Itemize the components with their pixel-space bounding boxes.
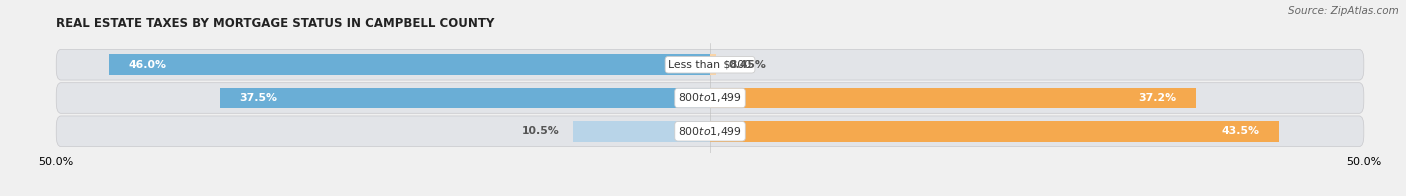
Text: $800 to $1,499: $800 to $1,499	[678, 92, 742, 104]
Bar	[572, 121, 710, 142]
Bar	[710, 88, 1197, 108]
Text: Source: ZipAtlas.com: Source: ZipAtlas.com	[1288, 6, 1399, 16]
Text: 37.5%: 37.5%	[239, 93, 277, 103]
Text: Less than $800: Less than $800	[668, 60, 752, 70]
Bar	[219, 88, 710, 108]
Text: 37.2%: 37.2%	[1139, 93, 1177, 103]
Text: $800 to $1,499: $800 to $1,499	[678, 125, 742, 138]
FancyBboxPatch shape	[56, 83, 1364, 113]
FancyBboxPatch shape	[56, 116, 1364, 147]
Bar	[710, 121, 1279, 142]
Bar	[108, 54, 710, 75]
Text: 43.5%: 43.5%	[1222, 126, 1260, 136]
FancyBboxPatch shape	[56, 49, 1364, 80]
Bar	[710, 54, 716, 75]
Text: 0.45%: 0.45%	[728, 60, 766, 70]
Text: 46.0%: 46.0%	[128, 60, 166, 70]
Text: 10.5%: 10.5%	[522, 126, 560, 136]
Text: REAL ESTATE TAXES BY MORTGAGE STATUS IN CAMPBELL COUNTY: REAL ESTATE TAXES BY MORTGAGE STATUS IN …	[56, 17, 495, 30]
